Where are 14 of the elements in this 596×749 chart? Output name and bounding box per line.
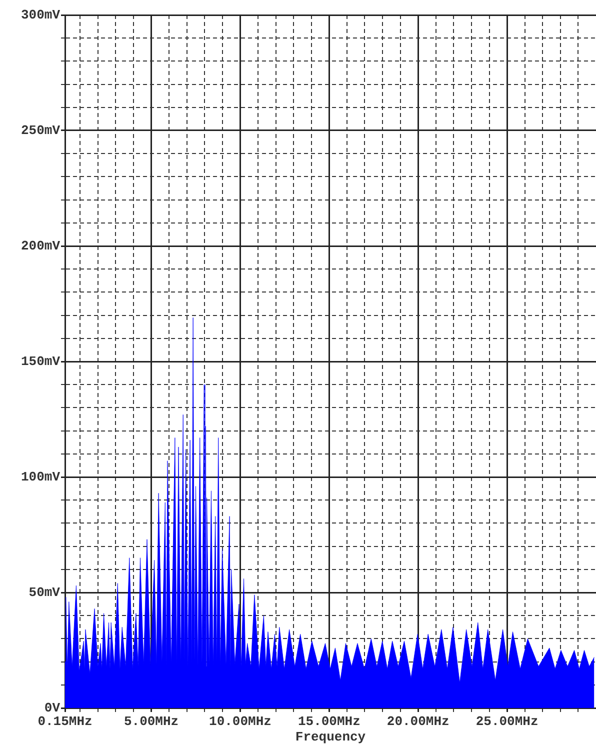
y-tick-label: 150mV bbox=[20, 354, 60, 369]
y-tick-label: 100mV bbox=[20, 469, 60, 484]
x-tick-label: 0.15MHz bbox=[38, 714, 92, 730]
x-tick-label: 15.00MHz bbox=[298, 714, 360, 730]
y-tick-label: 300mV bbox=[20, 7, 60, 22]
x-tick-label: 25.00MHz bbox=[476, 714, 538, 730]
x-axis-title: Frequency bbox=[295, 729, 366, 744]
x-tick-label: 5.00MHz bbox=[124, 714, 179, 730]
y-tick-label: 50mV bbox=[28, 584, 60, 600]
x-tick-label: 10.00MHz bbox=[209, 714, 272, 730]
y-tick-label: 200mV bbox=[20, 238, 60, 254]
x-tick-label: 20.00MHz bbox=[386, 714, 450, 730]
y-tick-label: 250mV bbox=[20, 122, 60, 138]
y-tick-label: 0V bbox=[44, 700, 60, 716]
